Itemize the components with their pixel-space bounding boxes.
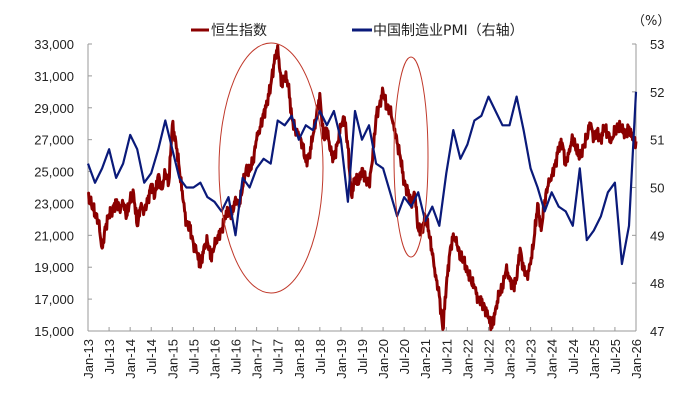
right-axis-tick-label: 53 <box>650 37 664 52</box>
legend-label-pmi: 中国制造业PMI（右轴） <box>373 23 524 39</box>
right-axis: 47 48 49 50 51 52 53 <box>632 37 664 339</box>
x-axis-tick-label: Jan-14 <box>123 339 138 379</box>
x-axis-tick-label: Jan-24 <box>545 339 560 379</box>
right-axis-tick-label: 51 <box>650 133 664 148</box>
annotation-layer <box>218 42 429 294</box>
left-axis-tick-label: 27,000 <box>34 133 74 148</box>
x-axis-tick-label: Jan-25 <box>587 339 602 379</box>
x-axis-tick-label: Jul-21 <box>439 339 454 374</box>
x-axis-tick-label: Jan-23 <box>503 339 518 379</box>
highlight-ellipse-2 <box>393 56 429 258</box>
right-axis-tick-label: 50 <box>650 181 664 196</box>
x-axis-tick-label: Jul-15 <box>186 339 201 374</box>
x-axis-tick-label: Jul-20 <box>397 339 412 374</box>
x-axis-tick-label: Jan-15 <box>165 339 180 379</box>
series-line-pmi <box>86 91 638 266</box>
legend-item-pmi: 中国制造业PMI（右轴） <box>352 23 524 39</box>
series-line-hsi <box>86 44 638 332</box>
x-axis: Jan-13 Jul-13 Jan-14 Jul-14 Jan-15 Jul-15 Jan-… <box>81 327 644 379</box>
right-axis-tick-label: 47 <box>650 324 664 339</box>
left-axis-tick-label: 29,000 <box>34 101 74 116</box>
left-axis-tick-label: 15,000 <box>34 324 74 339</box>
x-axis-tick-label: Jan-13 <box>81 339 96 379</box>
legend: 恒生指数 中国制造业PMI（右轴） <box>191 23 524 39</box>
right-axis-tick-label: 49 <box>650 228 664 243</box>
x-axis-tick-label: Jan-19 <box>334 339 349 379</box>
highlight-ellipse-1 <box>218 42 324 294</box>
x-axis-tick-label: Jul-24 <box>566 339 581 374</box>
left-axis-tick-label: 17,000 <box>34 292 74 307</box>
x-axis-tick-label: Jul-17 <box>271 339 286 374</box>
right-axis-unit: （%） <box>632 14 670 29</box>
x-axis-tick-label: Jan-26 <box>629 339 644 379</box>
x-axis-tick-label: Jul-19 <box>355 339 370 374</box>
x-axis-tick-label: Jul-18 <box>313 339 328 374</box>
left-axis-tick-label: 21,000 <box>34 228 74 243</box>
x-axis-tick-label: Jan-18 <box>292 339 307 379</box>
x-axis-tick-label: Jul-16 <box>229 339 244 374</box>
x-axis-tick-label: Jan-22 <box>460 339 475 379</box>
x-axis-tick-label: Jan-17 <box>250 339 265 379</box>
left-axis-tick-label: 25,000 <box>34 165 74 180</box>
series-layer <box>86 44 638 332</box>
legend-label-hsi: 恒生指数 <box>211 23 267 39</box>
left-axis-tick-label: 31,000 <box>34 69 74 84</box>
right-axis-tick-label: 52 <box>650 85 664 100</box>
x-axis-tick-label: Jul-13 <box>102 339 117 374</box>
legend-item-hsi: 恒生指数 <box>191 23 267 39</box>
right-axis-tick-label: 48 <box>650 276 664 291</box>
x-axis-tick-label: Jul-14 <box>144 339 159 374</box>
x-axis-tick-label: Jan-20 <box>376 339 391 379</box>
x-axis-tick-label: Jan-21 <box>418 339 433 379</box>
left-axis-tick-label: 33,000 <box>34 37 74 52</box>
left-axis-tick-label: 23,000 <box>34 196 74 211</box>
x-axis-tick-label: Jul-25 <box>608 339 623 374</box>
left-axis: 15,000 17,000 19,000 21,000 23,000 25,000 27,0… <box>34 37 92 339</box>
x-axis-tick-label: Jul-22 <box>481 339 496 374</box>
x-axis-tick-label: Jul-23 <box>524 339 539 374</box>
x-axis-tick-label: Jan-16 <box>207 339 222 379</box>
left-axis-tick-label: 19,000 <box>34 260 74 275</box>
